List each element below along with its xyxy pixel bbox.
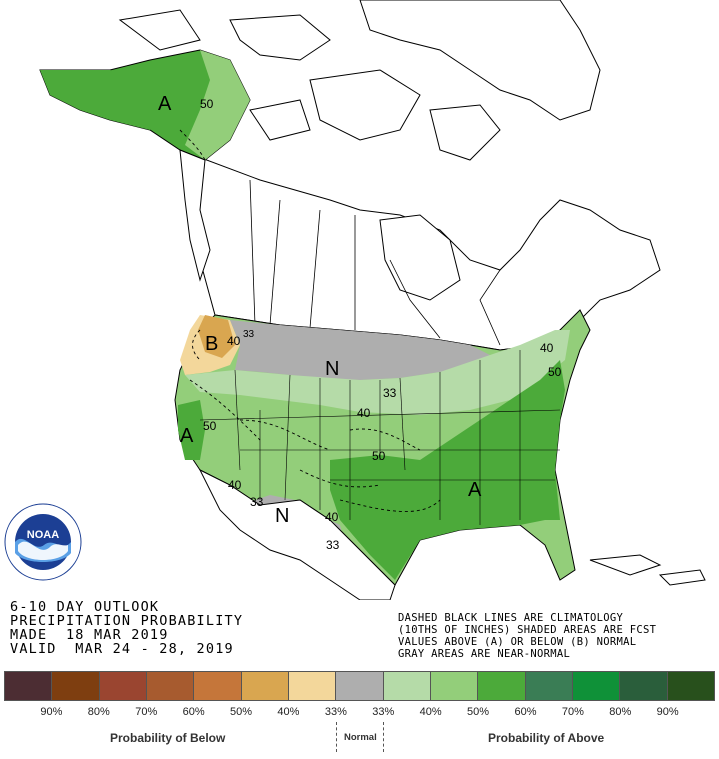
se-a-label: A bbox=[468, 479, 482, 501]
alaska-a-label: A bbox=[158, 93, 172, 115]
legend-swatch bbox=[478, 672, 526, 700]
legend-color-bar bbox=[4, 671, 715, 701]
ca-a-label: A bbox=[180, 425, 194, 447]
ne-40-label: 40 bbox=[540, 341, 554, 355]
sw-40-label: 40 bbox=[228, 478, 242, 492]
legend-percent: 90% bbox=[40, 706, 63, 718]
made-date: MADE 18 MAR 2019 bbox=[10, 627, 169, 643]
legend-above-label: Probability of Above bbox=[488, 731, 605, 745]
tx-40-label: 40 bbox=[325, 510, 339, 524]
caribbean-islands bbox=[589, 554, 706, 586]
nw-below-40 bbox=[198, 315, 235, 358]
legend-percent: 70% bbox=[561, 706, 584, 718]
legend-swatch bbox=[288, 672, 337, 700]
legend-percent: 80% bbox=[609, 706, 632, 718]
logo-gull-icon bbox=[18, 541, 68, 560]
legend-percent: 60% bbox=[514, 706, 537, 718]
legend-swatch bbox=[5, 672, 53, 700]
se-above-60 bbox=[330, 360, 565, 580]
ne-50-label: 50 bbox=[548, 365, 562, 379]
legend-swatch bbox=[383, 672, 431, 700]
note-line-4: GRAY AREAS ARE NEAR-NORMAL bbox=[398, 648, 571, 660]
legend-percent: 60% bbox=[182, 706, 205, 718]
legend-swatch bbox=[572, 672, 621, 700]
alaska-50-band bbox=[185, 50, 250, 160]
legend-percent: 50% bbox=[467, 706, 490, 718]
legend-normal-label: Normal bbox=[344, 732, 377, 743]
mexico-outline bbox=[198, 468, 396, 600]
note-line-2: (10THS OF INCHES) SHADED AREAS ARE FCST bbox=[398, 624, 657, 636]
sw-33-label: 33 bbox=[250, 495, 264, 509]
note-line-1: DASHED BLACK LINES ARE CLIMATOLOGY bbox=[398, 612, 624, 624]
ca-50-label: 50 bbox=[203, 419, 217, 433]
legend-percent: 40% bbox=[277, 706, 300, 718]
province-lines bbox=[249, 179, 501, 346]
state-lines bbox=[199, 350, 561, 525]
legend-percent: 50% bbox=[230, 706, 253, 718]
above-40-band bbox=[185, 330, 570, 415]
nw-33-label: 33 bbox=[243, 329, 255, 340]
valid-range: VALID MAR 24 - 28, 2019 bbox=[10, 641, 234, 657]
note-line-3: VALUES ABOVE (A) OR BELOW (B) NORMAL bbox=[398, 636, 637, 648]
alaska-50-label: 50 bbox=[200, 97, 214, 111]
legend-below-label: Probability of Below bbox=[110, 731, 226, 745]
legend-percent: 33% bbox=[324, 706, 347, 718]
alaska-panhandle bbox=[179, 149, 211, 282]
legend-swatch bbox=[525, 672, 573, 700]
nw-b-label: B bbox=[205, 333, 218, 355]
noaa-logo: NOAA bbox=[4, 503, 82, 581]
hudson-bay bbox=[379, 214, 461, 301]
legend-swatch bbox=[667, 672, 714, 700]
legend-swatch bbox=[620, 672, 668, 700]
legend-percent: 90% bbox=[656, 706, 679, 718]
legend-percent: 80% bbox=[87, 706, 110, 718]
legend-swatch bbox=[52, 672, 100, 700]
climatology-lines bbox=[179, 129, 441, 512]
outlook-map: A 50 B 40 33 N 33 40 A 50 50 40 33 N 40 … bbox=[39, 0, 706, 600]
legend-swatch bbox=[99, 672, 147, 700]
title-block: 6-10 DAY OUTLOOK PRECIPITATION PROBABILI… bbox=[10, 600, 243, 656]
logo-text: NOAA bbox=[27, 529, 59, 541]
legend-percent: 33% bbox=[372, 706, 395, 718]
legend-percent-labels: 90% 80% 70% 60% 50% 40% 33% 33% 40% 50% 60% 70% 80% 9… bbox=[4, 706, 715, 718]
north-near-normal bbox=[230, 320, 490, 380]
plains-n-label: N bbox=[325, 358, 339, 380]
sw-n-label: N bbox=[275, 505, 289, 527]
title-line-1: 6-10 DAY OUTLOOK bbox=[10, 599, 160, 615]
normal-right-divider bbox=[383, 722, 384, 752]
ca-above-60 bbox=[178, 400, 205, 460]
alaska-60-area bbox=[40, 70, 180, 130]
notes-block: DASHED BLACK LINES ARE CLIMATOLOGY (10TH… bbox=[398, 612, 656, 660]
legend-swatch bbox=[430, 672, 479, 700]
nw-40-label: 40 bbox=[227, 334, 241, 348]
plains-33-label: 33 bbox=[383, 386, 397, 400]
legend-percent: 70% bbox=[135, 706, 158, 718]
tx-33-label: 33 bbox=[326, 538, 340, 552]
title-line-2: PRECIPITATION PROBABILITY bbox=[10, 613, 244, 629]
central-50-label: 50 bbox=[372, 449, 386, 463]
legend-percent: 40% bbox=[419, 706, 442, 718]
normal-left-divider bbox=[336, 722, 337, 752]
legend-swatch bbox=[241, 672, 289, 700]
plains-40-label: 40 bbox=[357, 406, 371, 420]
legend-swatch bbox=[146, 672, 195, 700]
legend-swatch bbox=[194, 672, 242, 700]
legend-swatch bbox=[336, 672, 384, 700]
arctic-islands bbox=[118, 0, 601, 161]
